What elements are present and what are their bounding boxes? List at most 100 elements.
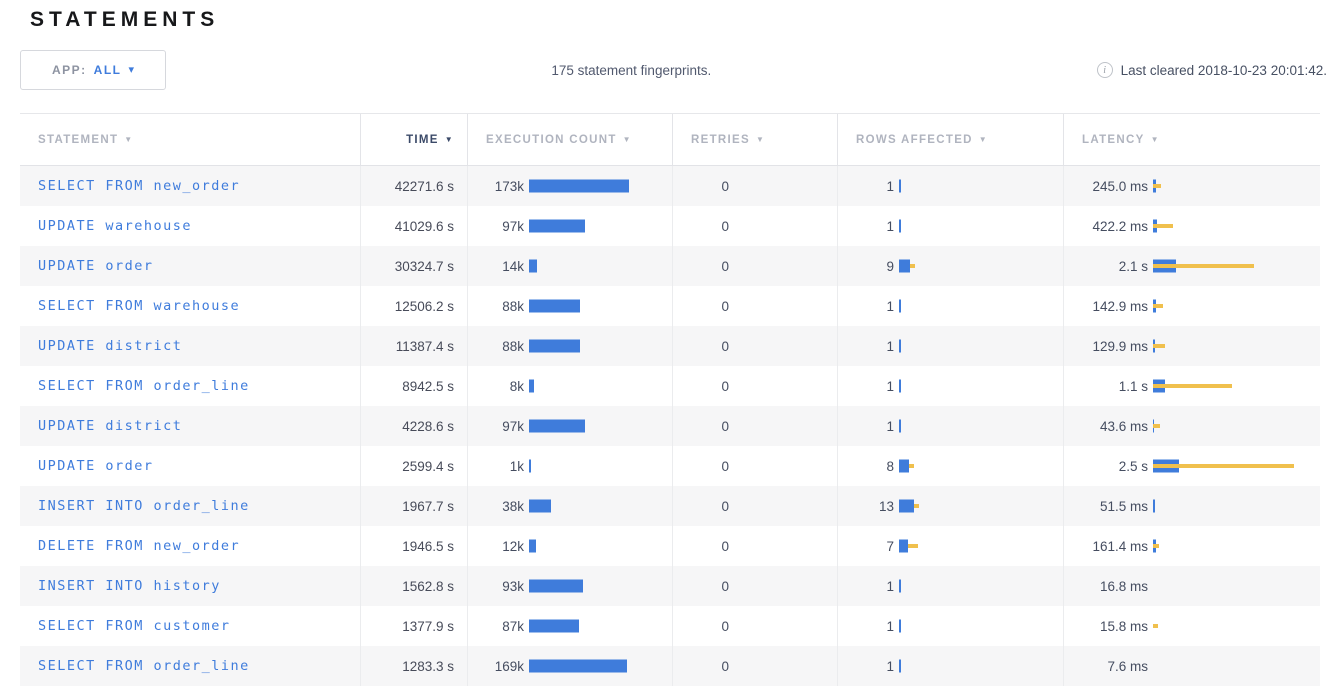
execution-count-bar bbox=[529, 659, 627, 673]
statement-link[interactable]: UPDATE warehouse bbox=[38, 218, 193, 234]
statement-link[interactable]: INSERT INTO order_line bbox=[38, 498, 250, 514]
retries-value: 0 bbox=[721, 218, 729, 234]
rows-affected-mean-bar bbox=[899, 539, 908, 553]
statement-cell: DELETE FROM new_order bbox=[20, 526, 361, 566]
retries-value: 0 bbox=[721, 418, 729, 434]
latency-bar-chart bbox=[1153, 606, 1320, 646]
statement-cell: SELECT FROM new_order bbox=[20, 166, 361, 206]
rows-affected-cell: 1 bbox=[838, 326, 1064, 366]
statement-link[interactable]: SELECT FROM customer bbox=[38, 618, 231, 634]
rows-affected-mean-bar bbox=[899, 579, 901, 593]
rows-affected-bar-chart bbox=[899, 446, 1063, 486]
execution-count-bar-chart bbox=[529, 166, 672, 206]
rows-affected-bar-chart bbox=[899, 406, 1063, 446]
statement-link[interactable]: SELECT FROM warehouse bbox=[38, 298, 241, 314]
execution-count-value: 97k bbox=[502, 218, 524, 234]
latency-value: 2.1 s bbox=[1118, 258, 1148, 274]
last-cleared: i Last cleared 2018-10-23 20:01:42. bbox=[1096, 62, 1327, 78]
rows-affected-value: 1 bbox=[886, 338, 894, 354]
execution-count-value: 93k bbox=[502, 578, 524, 594]
sort-arrow-icon: ▼ bbox=[978, 135, 988, 144]
rows-affected-bar-chart bbox=[899, 206, 1063, 246]
rows-affected-bar-chart bbox=[899, 566, 1063, 606]
latency-bar-chart bbox=[1153, 446, 1320, 486]
latency-cell: 43.6 ms bbox=[1064, 406, 1320, 446]
latency-value: 7.6 ms bbox=[1107, 658, 1148, 674]
time-cell: 12506.2 s bbox=[361, 286, 468, 326]
column-header-retries[interactable]: RETRIES ▼ bbox=[673, 114, 838, 165]
retries-value: 0 bbox=[721, 658, 729, 674]
execution-count-value: 8k bbox=[509, 378, 524, 394]
execution-count-bar-chart bbox=[529, 646, 672, 686]
latency-cell: 7.6 ms bbox=[1064, 646, 1320, 686]
statement-cell: UPDATE warehouse bbox=[20, 206, 361, 246]
statement-cell: SELECT FROM order_line bbox=[20, 646, 361, 686]
app-filter-dropdown[interactable]: APP: ALL ▾ bbox=[20, 50, 166, 90]
column-header-time[interactable]: TIME ▼ bbox=[361, 114, 468, 165]
latency-bar-chart bbox=[1153, 166, 1320, 206]
retries-value: 0 bbox=[721, 458, 729, 474]
sort-arrow-icon: ▼ bbox=[622, 135, 632, 144]
statement-link[interactable]: INSERT INTO history bbox=[38, 578, 221, 594]
latency-cell: 1.1 s bbox=[1064, 366, 1320, 406]
execution-count-bar bbox=[529, 259, 537, 273]
latency-stddev-bar bbox=[1153, 344, 1165, 348]
execution-count-cell: 169k bbox=[468, 646, 673, 686]
statement-cell: SELECT FROM customer bbox=[20, 606, 361, 646]
statement-link[interactable]: UPDATE district bbox=[38, 338, 183, 354]
execution-count-bar bbox=[529, 379, 534, 393]
execution-count-bar bbox=[529, 339, 580, 353]
execution-count-bar bbox=[529, 179, 629, 193]
table-header-row: STATEMENT ▼ TIME ▼ EXECUTION COUNT ▼ RET… bbox=[20, 114, 1320, 166]
statement-cell: INSERT INTO history bbox=[20, 566, 361, 606]
latency-value: 43.6 ms bbox=[1099, 418, 1148, 434]
rows-affected-mean-bar bbox=[899, 299, 901, 313]
latency-bar-chart bbox=[1153, 246, 1320, 286]
column-header-label: TIME bbox=[406, 133, 439, 146]
column-header-latency[interactable]: LATENCY ▼ bbox=[1064, 114, 1320, 165]
column-header-rows-affected[interactable]: ROWS AFFECTED ▼ bbox=[838, 114, 1064, 165]
latency-bar-chart bbox=[1153, 486, 1320, 526]
retries-cell: 0 bbox=[673, 606, 838, 646]
latency-cell: 142.9 ms bbox=[1064, 286, 1320, 326]
table-body: SELECT FROM new_order 42271.6 s 173k 0 1… bbox=[20, 166, 1320, 686]
latency-stddev-bar bbox=[1153, 384, 1232, 388]
latency-bar-chart bbox=[1153, 286, 1320, 326]
statement-link[interactable]: SELECT FROM order_line bbox=[38, 378, 250, 394]
latency-stddev-bar bbox=[1153, 424, 1160, 428]
statement-link[interactable]: DELETE FROM new_order bbox=[38, 538, 241, 554]
statement-cell: INSERT INTO order_line bbox=[20, 486, 361, 526]
statement-link[interactable]: UPDATE district bbox=[38, 418, 183, 434]
table-row: UPDATE warehouse 41029.6 s 97k 0 1 422.2… bbox=[20, 206, 1320, 246]
time-cell: 1562.8 s bbox=[361, 566, 468, 606]
toolbar: APP: ALL ▾ 175 statement fingerprints. i… bbox=[20, 50, 1327, 90]
rows-affected-cell: 1 bbox=[838, 566, 1064, 606]
statement-link[interactable]: SELECT FROM new_order bbox=[38, 178, 241, 194]
info-icon[interactable]: i bbox=[1096, 62, 1113, 78]
column-header-label: EXECUTION COUNT bbox=[486, 133, 617, 146]
rows-affected-bar-chart bbox=[899, 606, 1063, 646]
latency-bar-chart bbox=[1153, 646, 1320, 686]
time-cell: 2599.4 s bbox=[361, 446, 468, 486]
table-row: UPDATE district 4228.6 s 97k 0 1 43.6 ms bbox=[20, 406, 1320, 446]
latency-cell: 129.9 ms bbox=[1064, 326, 1320, 366]
execution-count-cell: 38k bbox=[468, 486, 673, 526]
statement-link[interactable]: UPDATE order bbox=[38, 258, 154, 274]
rows-affected-value: 1 bbox=[886, 578, 894, 594]
statement-link[interactable]: UPDATE order bbox=[38, 458, 154, 474]
latency-stddev-bar bbox=[1153, 184, 1161, 188]
table-row: DELETE FROM new_order 1946.5 s 12k 0 7 1… bbox=[20, 526, 1320, 566]
rows-affected-mean-bar bbox=[899, 339, 901, 353]
execution-count-bar-chart bbox=[529, 286, 672, 326]
sort-arrow-icon: ▼ bbox=[1150, 135, 1160, 144]
execution-count-bar bbox=[529, 219, 585, 233]
table-row: INSERT INTO history 1562.8 s 93k 0 1 16.… bbox=[20, 566, 1320, 606]
time-cell: 42271.6 s bbox=[361, 166, 468, 206]
execution-count-bar bbox=[529, 579, 583, 593]
execution-count-value: 173k bbox=[494, 178, 524, 194]
latency-stddev-bar bbox=[1153, 264, 1254, 268]
statement-link[interactable]: SELECT FROM order_line bbox=[38, 658, 250, 674]
column-header-statement[interactable]: STATEMENT ▼ bbox=[20, 114, 361, 165]
execution-count-bar bbox=[529, 459, 531, 473]
column-header-execution-count[interactable]: EXECUTION COUNT ▼ bbox=[468, 114, 673, 165]
